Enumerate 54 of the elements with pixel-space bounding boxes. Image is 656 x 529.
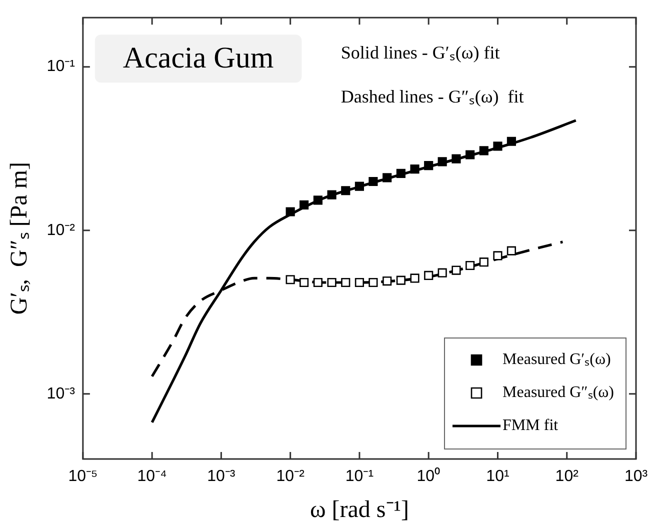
point — [286, 275, 295, 284]
legend-label: Measured G′ₛ(ω) — [502, 351, 611, 368]
x-tick-label: 10⁻¹ — [345, 468, 374, 486]
annotation: Acacia Gum — [122, 41, 274, 74]
point — [382, 173, 392, 182]
point — [327, 278, 336, 288]
x-tick-label: 10² — [555, 468, 580, 486]
point — [452, 154, 461, 164]
x-tick-label: 10⁻³ — [207, 468, 236, 486]
legend-label: Measured G″ₛ(ω) — [502, 384, 614, 402]
point — [396, 276, 406, 285]
point — [493, 251, 502, 260]
point — [286, 207, 295, 216]
x-tick-label: 10³ — [624, 468, 648, 486]
y-tick-label: 10⁻³ — [46, 385, 76, 402]
x-tick-label: 10⁰ — [416, 467, 440, 486]
point — [300, 278, 309, 288]
x-tick-label: 10⁻⁴ — [137, 468, 168, 486]
point — [452, 266, 461, 275]
point — [479, 258, 488, 267]
point — [506, 136, 516, 146]
point — [368, 176, 378, 186]
y-tick-label: 10⁻² — [46, 222, 76, 239]
point — [410, 274, 420, 283]
point — [438, 268, 447, 278]
point — [368, 278, 378, 288]
y-tick-label: 10⁻¹ — [46, 58, 75, 76]
annotation: Solid lines - G′ₛ(ω) fit — [340, 42, 500, 62]
y-axis-title: G′ₛ, G″ₛ [Pa m] — [6, 162, 33, 315]
point — [354, 278, 364, 288]
point — [506, 246, 516, 256]
point — [410, 164, 420, 174]
x-tick-label: 10⁻⁵ — [68, 468, 98, 486]
x-axis-title: ω [rad s⁻¹] — [310, 496, 409, 523]
point — [382, 276, 392, 286]
point — [493, 142, 502, 151]
point — [479, 146, 488, 156]
x-tick-label: 10⁻² — [276, 468, 306, 486]
point — [341, 186, 350, 196]
point — [466, 150, 475, 160]
point — [466, 260, 475, 270]
point — [341, 278, 350, 288]
point — [313, 278, 322, 288]
annotation: Dashed lines - G″ₛ(ω) fit — [340, 86, 524, 106]
legend-label: FMM fit — [502, 417, 559, 434]
point — [354, 182, 364, 191]
point — [300, 200, 309, 210]
x-tick-label: 10¹ — [486, 468, 510, 486]
point — [424, 270, 434, 280]
point — [396, 168, 406, 178]
point — [313, 196, 322, 205]
point — [424, 161, 434, 170]
point — [438, 157, 447, 166]
point — [327, 190, 336, 200]
